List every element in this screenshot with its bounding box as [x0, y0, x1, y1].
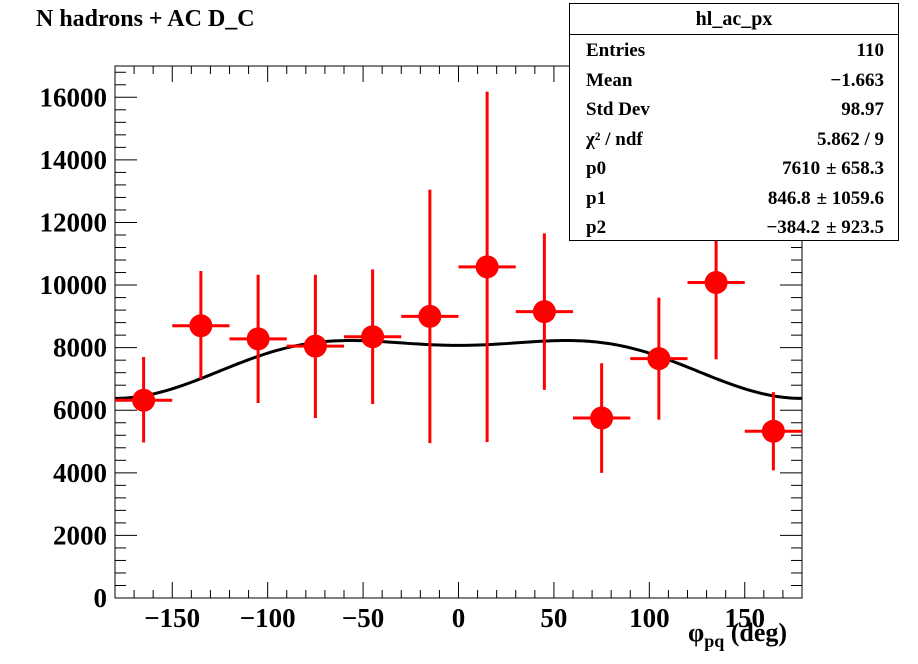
stats-row-label: p1: [586, 187, 607, 209]
data-points: [115, 91, 802, 473]
x-tick-label: 150: [725, 603, 766, 633]
data-marker: [361, 325, 385, 349]
x-tick-label: −100: [240, 603, 296, 633]
stats-row: Mean −1.663: [570, 66, 898, 95]
stats-row-label: p2: [586, 217, 607, 238]
stats-row-number: −384.2: [766, 217, 821, 238]
data-point: [401, 189, 459, 444]
y-tick-label: 2000: [53, 520, 107, 550]
x-axis-title: φpq (deg): [688, 618, 787, 652]
fit-curve-line: [114, 339, 803, 400]
x-tick-label: −150: [144, 603, 200, 633]
data-marker: [189, 314, 213, 338]
data-point: [229, 274, 287, 404]
y-tick-label: 0: [94, 583, 108, 613]
data-point: [515, 233, 573, 390]
stats-row-number: −1.663: [830, 69, 884, 91]
stats-row-value: −384.2 ± 923.5: [766, 213, 884, 242]
data-point: [458, 91, 516, 443]
data-point: [286, 274, 344, 419]
tick-labels: 0 2000 4000 6000 8000 10000 12000 14000 16000 −15…: [40, 82, 766, 633]
y-tick-label: 10000: [40, 270, 108, 300]
stats-row-label: Entries: [586, 40, 646, 61]
stats-row-value: −1.663: [830, 66, 884, 95]
stats-row-value: 846.8 ± 1059.6: [768, 184, 884, 213]
stats-row: Entries 110: [570, 36, 898, 65]
x-axis-unit: (deg): [730, 618, 788, 647]
stats-row-number: 7610: [782, 158, 821, 179]
stats-row-value: 110: [857, 36, 884, 65]
data-point: [344, 269, 402, 404]
stats-row-number: 5.862 / 9: [816, 128, 884, 150]
data-marker: [303, 334, 327, 358]
data-marker: [761, 419, 785, 443]
data-point: [172, 270, 230, 379]
stats-row-number: 98.97: [841, 99, 884, 120]
stats-row-number: 110: [856, 40, 884, 61]
data-marker: [475, 255, 499, 279]
data-marker: [532, 300, 556, 324]
y-tick-label: 12000: [40, 207, 108, 237]
fit-curve: [114, 339, 803, 400]
data-marker: [132, 388, 156, 412]
stats-row-value: 5.862 / 9: [817, 125, 884, 154]
stats-row: p0 7610 ± 658.3: [570, 154, 898, 183]
data-point: [630, 297, 688, 420]
data-point: [115, 357, 173, 443]
stats-row-error: ± 923.5: [826, 217, 884, 238]
x-tick-label: 50: [540, 603, 567, 633]
data-point: [744, 392, 802, 471]
x-tick-label: 100: [629, 603, 670, 633]
data-marker: [647, 347, 671, 371]
data-marker: [590, 406, 614, 430]
stats-box-title: hl_ac_px: [570, 4, 898, 35]
stats-row-label: Mean: [586, 69, 633, 91]
y-tick-label: 4000: [53, 458, 107, 488]
stats-box: hl_ac_px Entries 110 Mean −1.663 Std Dev 98.9…: [569, 3, 899, 241]
stats-row: p1 846.8 ± 1059.6: [570, 184, 898, 213]
x-tick-label: −50: [342, 603, 384, 633]
x-tick-label: 0: [452, 603, 466, 633]
data-point: [573, 363, 631, 473]
y-tick-label: 14000: [40, 145, 108, 175]
stats-row: χ² / ndf 5.862 / 9: [570, 125, 898, 154]
y-tick-label: 6000: [53, 395, 107, 425]
stats-row-label: Std Dev: [586, 99, 650, 120]
chart-title: N hadrons + AC D_C: [36, 6, 255, 32]
stats-row: p2 −384.2 ± 923.5: [570, 213, 898, 242]
stats-row: Std Dev 98.97: [570, 95, 898, 124]
stats-row-error: ± 1059.6: [816, 187, 884, 209]
x-axis-symbol: φ: [688, 618, 705, 647]
y-tick-label: 16000: [40, 82, 108, 112]
y-tick-label: 8000: [53, 333, 107, 363]
data-marker: [704, 271, 728, 295]
stats-row-label: p0: [586, 158, 607, 179]
data-marker: [418, 304, 442, 328]
stats-row-label: χ² / ndf: [586, 128, 643, 150]
stats-row-value: 98.97: [841, 95, 884, 124]
stats-row-number: 846.8: [767, 187, 811, 209]
data-marker: [246, 327, 270, 351]
stats-row-value: 7610 ± 658.3: [782, 154, 884, 183]
stats-row-error: ± 658.3: [826, 158, 884, 179]
x-axis-subscript: pq: [704, 631, 725, 652]
